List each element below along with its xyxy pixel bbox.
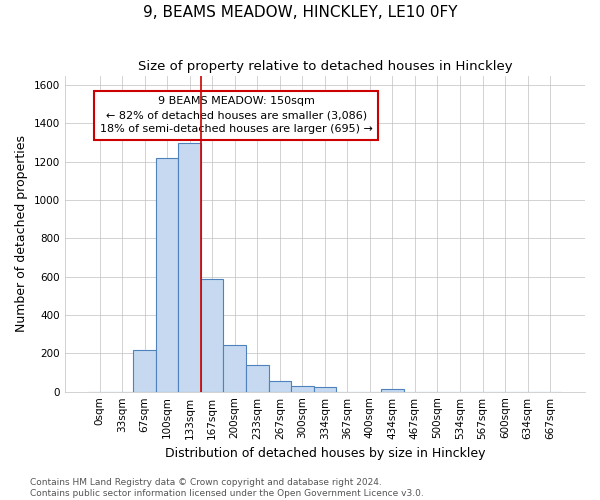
Bar bbox=[156, 158, 178, 392]
Text: Contains HM Land Registry data © Crown copyright and database right 2024.
Contai: Contains HM Land Registry data © Crown c… bbox=[30, 478, 424, 498]
Bar bbox=[223, 344, 246, 392]
Bar bbox=[201, 278, 223, 392]
Bar bbox=[246, 365, 269, 392]
Bar bbox=[133, 350, 156, 392]
X-axis label: Distribution of detached houses by size in Hinckley: Distribution of detached houses by size … bbox=[164, 447, 485, 460]
Bar bbox=[291, 386, 314, 392]
Y-axis label: Number of detached properties: Number of detached properties bbox=[15, 135, 28, 332]
Title: Size of property relative to detached houses in Hinckley: Size of property relative to detached ho… bbox=[137, 60, 512, 73]
Text: 9 BEAMS MEADOW: 150sqm
← 82% of detached houses are smaller (3,086)
18% of semi-: 9 BEAMS MEADOW: 150sqm ← 82% of detached… bbox=[100, 96, 373, 134]
Bar bbox=[269, 381, 291, 392]
Text: 9, BEAMS MEADOW, HINCKLEY, LE10 0FY: 9, BEAMS MEADOW, HINCKLEY, LE10 0FY bbox=[143, 5, 457, 20]
Bar bbox=[178, 142, 201, 392]
Bar bbox=[381, 389, 404, 392]
Bar bbox=[314, 387, 336, 392]
